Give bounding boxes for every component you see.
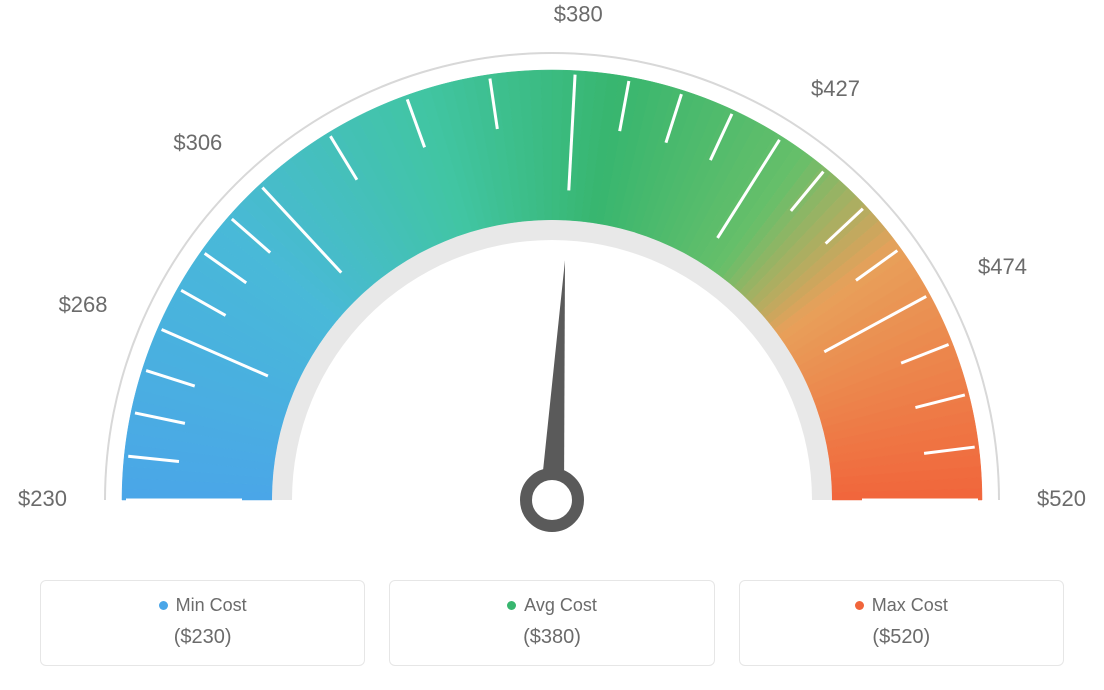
svg-text:$427: $427: [811, 76, 860, 101]
svg-text:$268: $268: [59, 292, 108, 317]
legend-min-value: ($230): [51, 626, 354, 649]
svg-text:$230: $230: [18, 486, 67, 511]
gauge-svg: $230 $268 $306 $380 $427 $474 $520: [0, 0, 1104, 560]
legend-avg-card: Avg Cost ($380): [389, 580, 714, 666]
legend-avg-title: Avg Cost: [507, 595, 597, 616]
legend-max-label: Max Cost: [872, 595, 948, 616]
legend-max-value: ($520): [750, 626, 1053, 649]
legend-min-card: Min Cost ($230): [40, 580, 365, 666]
legend-avg-dot: [507, 601, 516, 610]
svg-text:$474: $474: [978, 254, 1027, 279]
legend-avg-value: ($380): [400, 626, 703, 649]
legend-min-title: Min Cost: [159, 595, 247, 616]
legend-avg-label: Avg Cost: [524, 595, 597, 616]
legend-min-dot: [159, 601, 168, 610]
gauge-chart: $230 $268 $306 $380 $427 $474 $520: [0, 0, 1104, 560]
legend-max-card: Max Cost ($520): [739, 580, 1064, 666]
legend-row: Min Cost ($230) Avg Cost ($380) Max Cost…: [40, 580, 1064, 666]
svg-text:$520: $520: [1037, 486, 1086, 511]
svg-text:$306: $306: [173, 130, 222, 155]
legend-max-title: Max Cost: [855, 595, 948, 616]
legend-min-label: Min Cost: [176, 595, 247, 616]
svg-text:$380: $380: [554, 2, 603, 27]
legend-max-dot: [855, 601, 864, 610]
